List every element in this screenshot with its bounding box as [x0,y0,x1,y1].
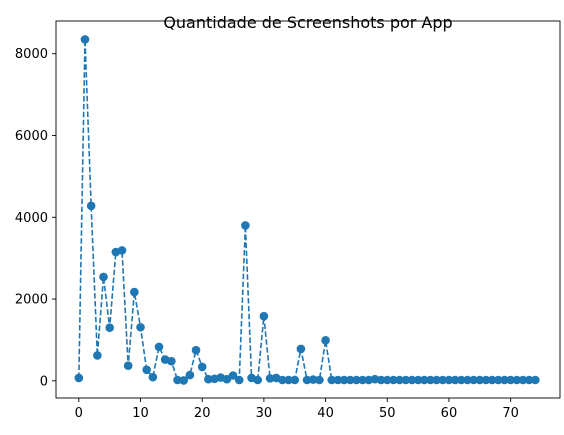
data-point [197,362,207,372]
data-point [475,375,485,385]
data-point [413,375,423,385]
data-point [302,375,312,385]
y-tick-label: 2000 [15,293,48,308]
data-point [265,374,275,383]
data-point [456,375,466,385]
data-point [358,375,367,385]
data-point [136,322,145,332]
data-point [339,375,349,385]
data-point [222,374,232,384]
x-tick-label: 40 [317,406,334,421]
chart-title: Quantidade de Screenshots por App [163,13,452,32]
x-tick-label: 20 [194,406,211,421]
data-point [389,375,398,385]
data-point [494,375,503,385]
data-point [352,375,361,385]
data-point [481,375,491,385]
data-point [204,374,213,384]
data-point [382,375,392,385]
data-point [407,375,417,385]
y-tick-label: 6000 [15,129,48,144]
data-point [345,375,355,385]
data-point [130,287,139,297]
data-point [241,221,250,230]
data-point [450,375,460,385]
data-point [401,375,411,385]
data-point [99,272,108,282]
plot-area [74,35,540,385]
data-point [395,375,404,385]
data-point [93,351,102,360]
x-tick-label: 70 [502,406,519,421]
series-line [78,39,536,382]
x-tick-label: 10 [132,406,149,421]
data-point [419,375,429,385]
data-point [185,370,195,380]
data-point [191,345,201,355]
data-point [315,375,324,385]
x-tick-label: 0 [75,406,83,421]
data-point [154,342,164,352]
data-point [284,375,293,385]
data-point [259,311,269,321]
data-point [438,375,448,385]
x-tick-label: 50 [379,406,396,421]
data-point [518,375,528,385]
data-point [487,375,497,385]
data-point [123,361,133,370]
data-point [463,375,472,385]
data-point [74,373,84,383]
data-point [531,375,540,385]
data-point [327,375,337,385]
data-point [80,35,90,44]
y-tick-label: 0 [40,374,48,389]
data-point [228,371,238,380]
data-point [86,201,96,211]
data-point [512,375,522,385]
data-point [296,344,306,354]
data-point [105,323,114,332]
data-point [117,246,127,255]
data-point [469,375,478,385]
data-point [500,375,509,385]
y-tick-label: 4000 [15,211,48,226]
data-point [432,375,441,385]
axes-frame [55,20,561,399]
data-point [167,356,176,366]
x-tick-label: 30 [256,406,273,421]
data-point [234,375,244,385]
data-point [290,375,300,385]
data-point [321,336,330,345]
x-tick-label: 60 [441,406,458,421]
data-point [278,375,287,385]
data-point [426,375,435,385]
data-point [333,375,343,385]
y-tick-label: 8000 [15,47,48,62]
data-point [506,375,515,385]
data-point [142,365,151,375]
data-point [524,375,534,385]
data-point [148,372,158,382]
data-point [308,375,318,384]
data-point [444,375,454,385]
data-point [376,375,386,385]
data-point [173,375,182,385]
data-point [179,376,188,385]
data-point [253,375,263,385]
